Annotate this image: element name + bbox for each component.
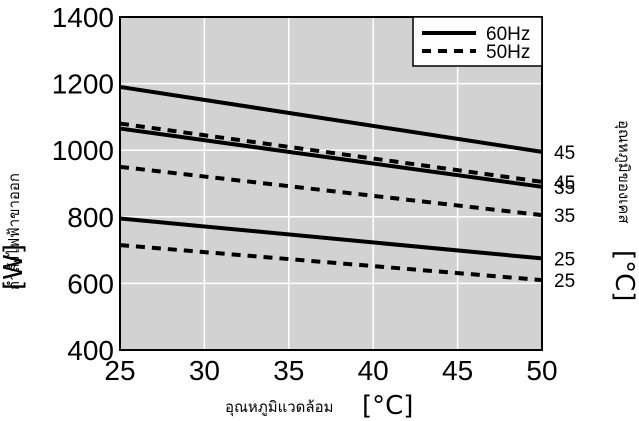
case-temp-label: 25 bbox=[554, 271, 575, 292]
right-axis-label: อุณหภูมิของเคส bbox=[614, 120, 633, 224]
x-axis-unit: [°C] bbox=[362, 391, 413, 421]
x-tick-label: 35 bbox=[273, 355, 304, 386]
y-tick-label: 1400 bbox=[52, 2, 114, 33]
plot-frame bbox=[119, 16, 543, 351]
series-line-50hz-2 bbox=[119, 121, 543, 184]
legend-box bbox=[412, 16, 543, 67]
y-tick-label: 400 bbox=[67, 335, 114, 366]
y-tick-label: 1200 bbox=[52, 69, 114, 100]
plot-area bbox=[120, 17, 542, 350]
x-tick-label: 50 bbox=[526, 355, 557, 386]
y-axis-unit: [W] bbox=[0, 244, 29, 290]
series-line-60hz-3 bbox=[119, 126, 543, 189]
series-layer bbox=[119, 84, 543, 283]
series-line-50hz-6 bbox=[119, 243, 543, 283]
case-temp-label: 35 bbox=[554, 206, 575, 227]
case-temp-label: 45 bbox=[554, 143, 575, 164]
x-tick-label: 45 bbox=[442, 355, 473, 386]
right-axis-unit: [°C] bbox=[609, 250, 639, 301]
x-tick-label: 40 bbox=[358, 355, 389, 386]
case-temp-label: 45 bbox=[554, 173, 575, 194]
x-tick-label: 30 bbox=[189, 355, 220, 386]
series-line-60hz-5 bbox=[119, 216, 543, 261]
y-tick-label: 800 bbox=[67, 202, 114, 233]
series-line-60hz-1 bbox=[119, 84, 543, 154]
legend-label-50hz: 50Hz bbox=[486, 42, 530, 63]
case-temp-label: 35 bbox=[554, 178, 575, 199]
case-temp-label: 25 bbox=[554, 249, 575, 270]
legend-label-60hz: 60Hz bbox=[486, 24, 530, 45]
y-axis-label: กำลังไฟฟ้าขาออก bbox=[5, 173, 23, 290]
series-line-50hz-4 bbox=[119, 164, 543, 218]
x-axis-label: อุณหภูมิแวดล้อม bbox=[225, 398, 334, 417]
y-tick-label: 1000 bbox=[52, 135, 114, 166]
x-tick-labels: 25 30 35 40 45 50 bbox=[104, 355, 557, 386]
y-tick-label: 600 bbox=[67, 268, 114, 299]
y-tick-labels: 400 600 800 1000 1200 1400 bbox=[52, 2, 114, 366]
x-tick-label: 25 bbox=[104, 355, 135, 386]
